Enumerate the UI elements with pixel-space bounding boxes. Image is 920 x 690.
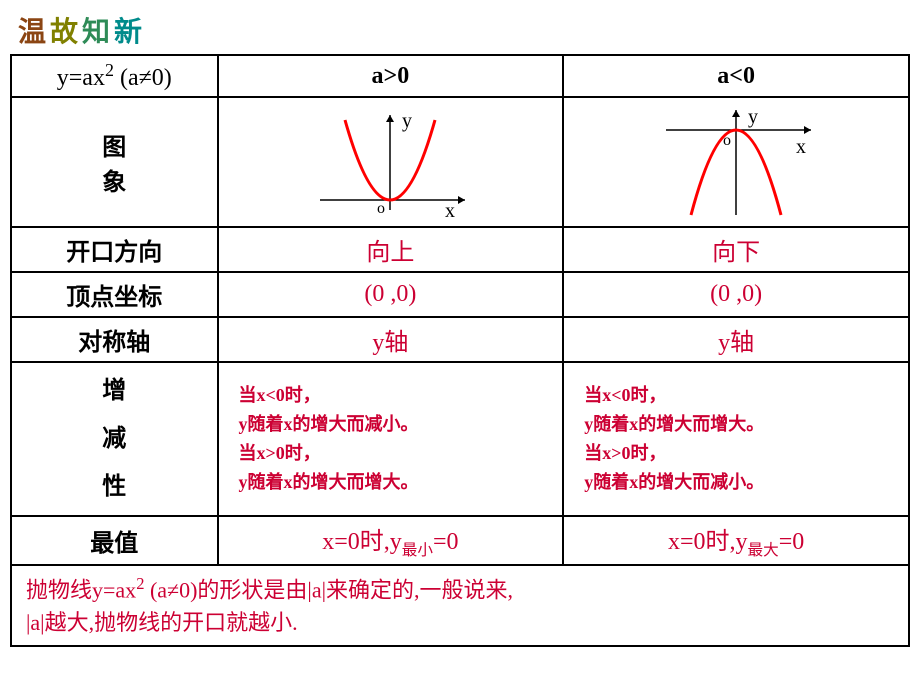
footer-line-1: 抛物线y=ax2 (a≠0)的形状是由|a|来确定的,一般说来, [26,572,894,606]
page-title: 温故知新 [18,10,910,50]
ext-pos-post: =0 [433,529,459,555]
svg-text:x: x [445,200,455,220]
graph-label-2: 象 [20,162,209,197]
inc-pos-line: y随着x的增大而减小。 [239,410,555,439]
inc-neg-line: y随着x的增大而减小。 [584,468,900,497]
inc-pos-line: y随着x的增大而增大。 [239,468,555,497]
col-header-positive: a>0 [218,55,564,97]
extremum-pos: x=0时,y最小=0 [218,516,564,565]
formula-cond: (a≠0) [114,65,172,91]
extremum-label: 最值 [11,516,218,565]
symmetry-row: 对称轴 y轴 y轴 [11,317,909,362]
vertex-row: 顶点坐标 (0 ,0) (0 ,0) [11,272,909,317]
graph-label-1: 图 [20,127,209,162]
header-row: y=ax2 (a≠0) a>0 a<0 [11,55,909,97]
symmetry-pos: y轴 [218,317,564,362]
inc-neg-line: y随着x的增大而增大。 [584,410,900,439]
svg-text:x: x [796,136,806,158]
inc-label-2: 减 [20,415,209,463]
vertex-pos: (0 ,0) [218,272,564,317]
opening-label: 开口方向 [11,227,218,272]
ext-neg-sub: 最大 [748,542,779,559]
monotonicity-pos: 当x<0时， y随着x的增大而减小。 当x>0时， y随着x的增大而增大。 [218,362,564,516]
graph-positive-cell: y x o [218,97,564,227]
monotonicity-row: 增 减 性 当x<0时， y随着x的增大而减小。 当x>0时， y随着x的增大而… [11,362,909,516]
inc-neg-line: 当x>0时， [584,439,900,468]
svg-text:o: o [377,200,385,217]
extremum-neg: x=0时,y最大=0 [563,516,909,565]
parabola-up-icon: y x o [290,105,490,220]
inc-label-3: 性 [20,463,209,511]
footer-note: 抛物线y=ax2 (a≠0)的形状是由|a|来确定的,一般说来, |a|越大,抛… [11,565,909,646]
footer-pre: 抛物线y=ax [26,577,136,602]
graph-negative-cell: y x o [563,97,909,227]
comparison-table: y=ax2 (a≠0) a>0 a<0 图 象 y x o [10,54,910,647]
symmetry-neg: y轴 [563,317,909,362]
ext-pos-sub: 最小 [402,542,433,559]
ext-neg-pre: x=0时,y [668,529,748,555]
inc-pos-line: 当x<0时， [239,381,555,410]
vertex-neg: (0 ,0) [563,272,909,317]
formula-text: y=ax [57,65,105,91]
ext-neg-post: =0 [779,529,805,555]
svg-text:y: y [748,106,758,128]
footer-row: 抛物线y=ax2 (a≠0)的形状是由|a|来确定的,一般说来, |a|越大,抛… [11,565,909,646]
ext-pos-pre: x=0时,y [322,529,402,555]
symmetry-label: 对称轴 [11,317,218,362]
opening-row: 开口方向 向上 向下 [11,227,909,272]
svg-text:y: y [402,110,412,132]
title-char: 故 [50,17,82,48]
inc-pos-line: 当x>0时， [239,439,555,468]
footer-line-2: |a|越大,抛物线的开口就越小. [26,606,894,639]
formula-sup: 2 [105,60,114,80]
svg-text:o: o [723,132,731,149]
title-char: 温 [18,17,50,48]
inc-neg-line: 当x<0时， [584,381,900,410]
parabola-down-icon: y x o [636,105,836,220]
title-char: 新 [114,17,146,48]
extremum-row: 最值 x=0时,y最小=0 x=0时,y最大=0 [11,516,909,565]
title-char: 知 [82,17,114,48]
monotonicity-label-cell: 增 减 性 [11,362,218,516]
inc-label-1: 增 [20,367,209,415]
opening-neg: 向下 [563,227,909,272]
col-header-negative: a<0 [563,55,909,97]
formula-cell: y=ax2 (a≠0) [11,55,218,97]
opening-pos: 向上 [218,227,564,272]
graph-label-cell: 图 象 [11,97,218,227]
vertex-label: 顶点坐标 [11,272,218,317]
monotonicity-neg: 当x<0时， y随着x的增大而增大。 当x>0时， y随着x的增大而减小。 [563,362,909,516]
graph-row: 图 象 y x o y x o [11,97,909,227]
footer-post: (a≠0)的形状是由|a|来确定的,一般说来, [144,577,513,602]
